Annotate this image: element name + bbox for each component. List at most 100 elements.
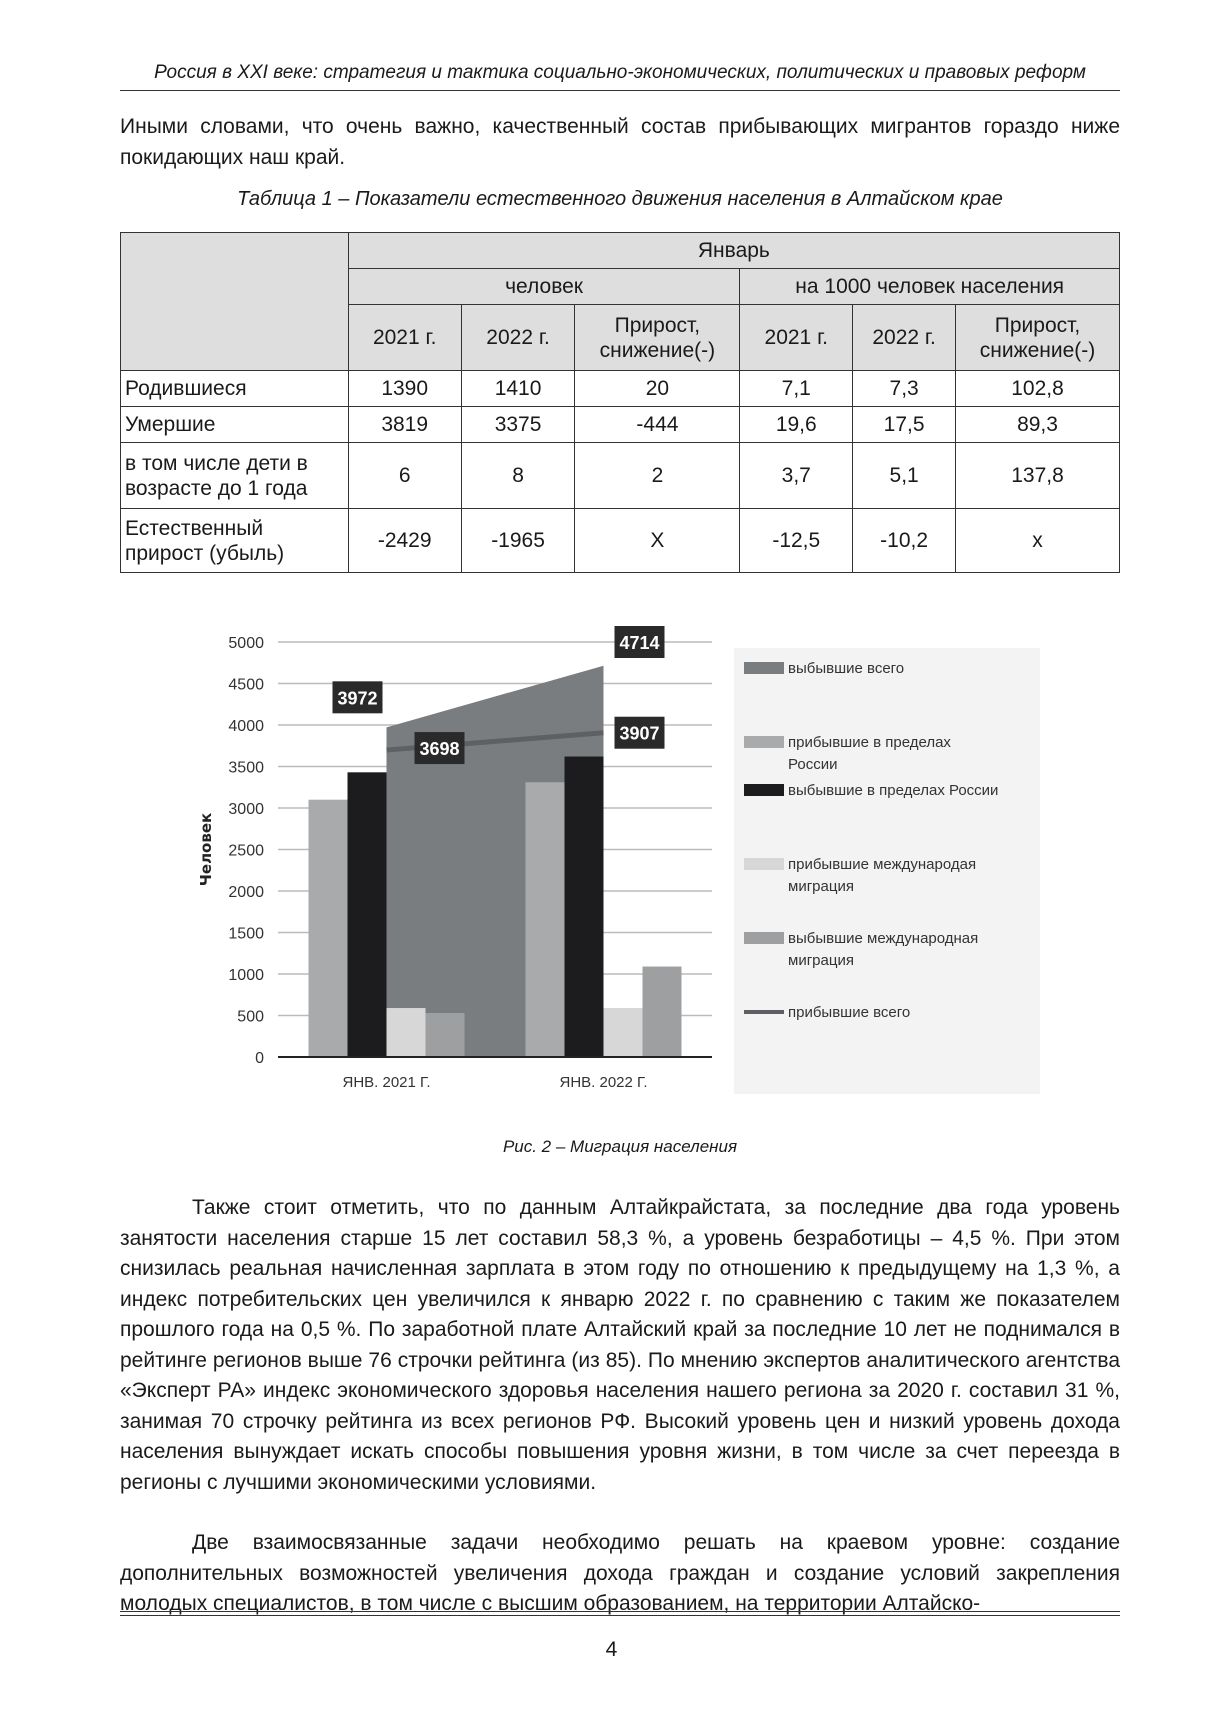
y-tick-label: 3000 [228, 801, 264, 818]
data-label: 3907 [619, 724, 659, 744]
table-cell: -444 [574, 406, 741, 443]
table-cell: 89,3 [955, 406, 1120, 443]
table-cell: 1410 [460, 370, 576, 407]
legend-label: миграция [788, 952, 854, 969]
legend-label: России [788, 756, 837, 773]
data-table: Январь человек на 1000 человек населения … [120, 232, 1121, 573]
y-tick-label: 500 [237, 1009, 264, 1026]
column-header: 2021 г. [347, 304, 462, 371]
bar [525, 782, 565, 1057]
table-cell: -12,5 [739, 508, 854, 573]
column-header: 2022 г. [460, 304, 576, 371]
y-tick-label: 0 [255, 1050, 264, 1067]
table-cell: 102,8 [955, 370, 1120, 407]
legend-swatch [744, 858, 784, 870]
table-cell: 3819 [347, 406, 462, 443]
row-label: Родившиеся [120, 370, 349, 407]
bar [603, 1008, 643, 1057]
table-row: Умершие 3819 3375 -444 19,6 17,5 89,3 [120, 406, 1120, 443]
bar [425, 1013, 465, 1057]
column-header: 2022 г. [852, 304, 957, 371]
body-paragraph: Также стоит отметить, что по данным Алта… [120, 1196, 1120, 1494]
footer-rule [120, 1615, 1120, 1616]
table-subheader: человек [347, 268, 741, 305]
table-subheader: на 1000 человек населения [739, 268, 1120, 305]
y-tick-label: 4000 [228, 718, 264, 735]
legend-label: выбывшие международная [788, 930, 978, 947]
table-cell: 17,5 [852, 406, 957, 443]
table-cell: 3375 [460, 406, 576, 443]
column-header: 2021 г. [739, 304, 854, 371]
legend-swatch [744, 784, 784, 796]
data-label-box [414, 732, 465, 765]
intro-paragraph: Иными словами, что очень важно, качестве… [120, 115, 1120, 169]
y-tick-label: 1000 [228, 967, 264, 984]
bar [386, 1008, 426, 1057]
table-cell: 6 [347, 442, 462, 509]
table-cell: 5,1 [852, 442, 957, 509]
data-label: 3972 [337, 688, 377, 708]
row-label: Естественный прирост (убыль) [120, 508, 349, 573]
y-tick-label: 2000 [228, 884, 264, 901]
bar [642, 966, 682, 1057]
footer-rule [120, 1611, 1120, 1612]
legend [734, 648, 1040, 1094]
row-label: в том числе дети в возрасте до 1 года [120, 442, 349, 509]
table-corner [120, 232, 349, 371]
legend-label: прибывшие международая [788, 856, 976, 873]
table-cell: 8 [460, 442, 576, 509]
y-tick-label: 1500 [228, 926, 264, 943]
header-rule [120, 90, 1120, 91]
data-label-box [614, 716, 665, 749]
x-tick-label: ЯНВ. 2022 Г. [559, 1074, 647, 1091]
legend-swatch [744, 662, 784, 674]
legend-swatch [744, 736, 784, 748]
y-axis-label: Человек [197, 813, 215, 886]
column-header: Прирост, снижение(-) [574, 304, 741, 371]
body-paragraph: Две взаимосвязанные задачи необходимо ре… [120, 1531, 1120, 1615]
table-row: Естественный прирост (убыль) -2429 -1965 X -… [120, 508, 1120, 573]
column-header: Прирост, снижение(-) [955, 304, 1120, 371]
table-cell: -1965 [460, 508, 576, 573]
table-row: Родившиеся 1390 1410 20 7,1 7,3 102,8 [120, 370, 1120, 407]
legend-label: прибывшие в пределах [788, 734, 951, 751]
legend-label: выбывшие всего [788, 660, 904, 677]
running-header: Россия в XXI веке: стратегия и тактика с… [154, 62, 1086, 83]
table-cell: 19,6 [739, 406, 854, 443]
table-cell: 20 [574, 370, 741, 407]
data-label: 3698 [419, 739, 459, 759]
data-label: 4714 [619, 633, 659, 653]
table-cell: x [955, 508, 1120, 573]
bar [564, 756, 604, 1057]
table-cell: 137,8 [955, 442, 1120, 509]
table-cell: -2429 [347, 508, 462, 573]
y-tick-label: 2500 [228, 843, 264, 860]
table-row: в том числе дети в возрасте до 1 года 6 8 2… [120, 442, 1120, 509]
figure-caption: Рис. 2 – Миграция населения [502, 1137, 738, 1156]
bar [347, 772, 387, 1057]
data-label-box [332, 681, 383, 714]
table-cell: 7,3 [852, 370, 957, 407]
y-tick-label: 3500 [228, 760, 264, 777]
page-number: 4 [605, 1638, 618, 1661]
y-tick-label: 4500 [228, 677, 264, 694]
table-group-header: Январь [347, 232, 1121, 269]
table-cell: -10,2 [852, 508, 957, 573]
data-label-box [614, 626, 665, 658]
migration-chart: 0 500 1000 1500 2000 2500 3000 3500 4000 4500 5000… [197, 626, 1040, 1094]
y-tick-label: 5000 [228, 635, 264, 652]
table-cell: 1390 [347, 370, 462, 407]
legend-label: прибывшие всего [788, 1004, 910, 1021]
row-label: Умершие [120, 406, 349, 443]
table-cell: 7,1 [739, 370, 854, 407]
bar [308, 799, 348, 1057]
legend-swatch [744, 932, 784, 944]
table-cell: 2 [574, 442, 741, 509]
legend-label: миграция [788, 878, 854, 895]
table-cell: X [574, 508, 741, 573]
table-cell: 3,7 [739, 442, 854, 509]
legend-label: выбывшие в пределах России [788, 782, 998, 799]
x-tick-label: ЯНВ. 2021 Г. [342, 1074, 430, 1091]
table-caption: Таблица 1 – Показатели естественного дви… [237, 188, 1003, 210]
